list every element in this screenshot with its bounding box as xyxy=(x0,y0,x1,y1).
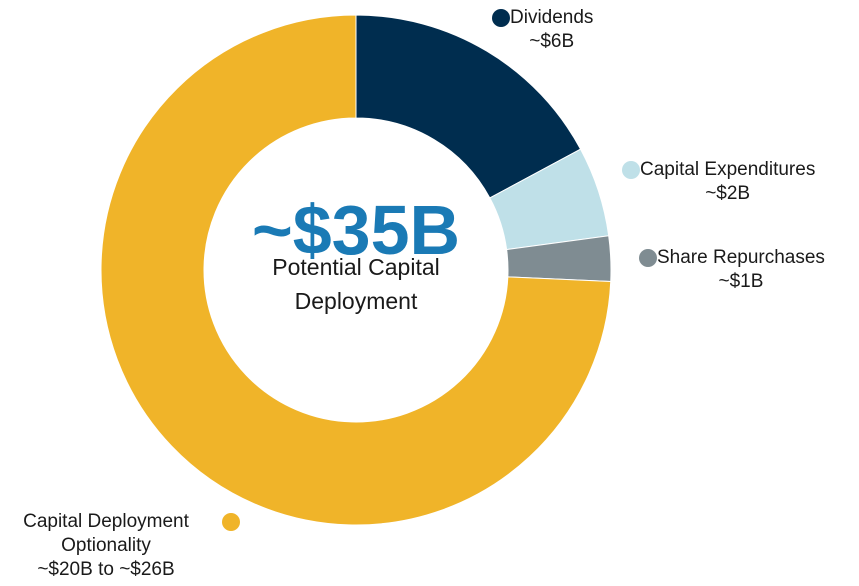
legend-name: Capital Deployment Optionality xyxy=(23,511,189,556)
legend-item: Dividends ~$6B xyxy=(492,6,594,54)
value-label: ~$20B to ~$26B xyxy=(37,559,175,580)
donut-slice xyxy=(100,14,612,526)
legend-item: Capital Expenditures ~$2B xyxy=(622,158,816,206)
legend-dot xyxy=(622,161,640,179)
legend-item: Capital Deployment Optionality ~$20B to … xyxy=(8,510,240,582)
legend-name: Dividends xyxy=(510,7,594,28)
legend-dot xyxy=(492,9,510,27)
legend-dot xyxy=(639,249,657,267)
legend-item: Share Repurchases ~$1B xyxy=(639,246,825,294)
center-sublabel: Potential Capital Deployment xyxy=(272,254,440,314)
donut-slice xyxy=(355,14,582,199)
value-label: ~$2B xyxy=(705,183,751,204)
legend-name: Share Repurchases xyxy=(657,247,825,268)
legend-dot xyxy=(222,513,240,531)
legend-name: Capital Expenditures xyxy=(640,159,816,180)
value-label: ~$6B xyxy=(529,31,575,52)
center-label: ~$35B xyxy=(251,191,461,269)
value-label: ~$1B xyxy=(718,271,764,292)
